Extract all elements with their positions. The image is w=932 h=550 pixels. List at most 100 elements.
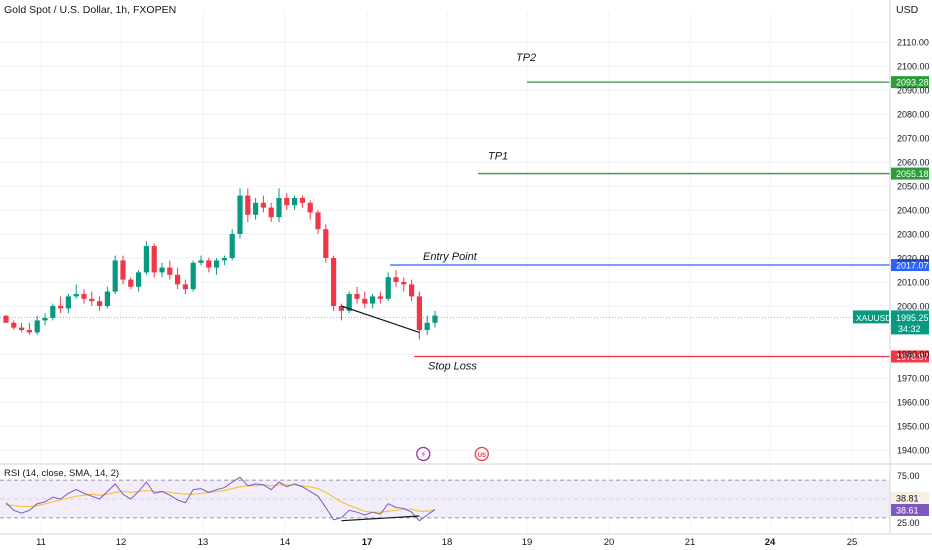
- last-price-tag: [891, 310, 929, 335]
- candle-body: [229, 234, 235, 258]
- candle-body: [65, 296, 71, 309]
- candle-body: [268, 207, 274, 218]
- y-tick-label: 2030.00: [897, 230, 930, 240]
- candle-body: [276, 198, 282, 218]
- candle-body: [97, 301, 103, 306]
- y-tick-label: 1980.00: [897, 350, 930, 360]
- candle-body: [245, 195, 251, 215]
- y-tick-label: 2100.00: [897, 62, 930, 72]
- candle-body: [120, 260, 126, 280]
- candle-body: [377, 296, 383, 299]
- candle-body: [26, 330, 32, 333]
- candle-body: [50, 306, 56, 318]
- candle-body: [299, 198, 305, 203]
- y-tick-label: 2070.00: [897, 134, 930, 144]
- y-tick-label: 1960.00: [897, 398, 930, 408]
- candle-body: [151, 246, 157, 273]
- rsi-title: RSI (14, close, SMA, 14, 2): [4, 468, 119, 479]
- x-tick-label: 18: [442, 537, 453, 548]
- y-tick-label: 2040.00: [897, 206, 930, 216]
- candle-body: [206, 260, 212, 268]
- x-tick-label: 21: [685, 537, 696, 548]
- level-label: TP1: [488, 151, 508, 163]
- candle-body: [370, 296, 376, 304]
- chart-grid: [0, 12, 890, 532]
- price-tag: [891, 259, 929, 272]
- rsi-ma-value-tag: [891, 504, 929, 516]
- candle-body: [89, 298, 95, 302]
- x-tick-label: 20: [604, 537, 615, 548]
- candle-body: [323, 229, 329, 258]
- price-tag-label: 2055.18: [896, 169, 929, 179]
- countdown-label: 34:32: [898, 324, 921, 334]
- candle-body: [253, 202, 259, 215]
- y-tick-label: 2020.00: [897, 254, 930, 264]
- price-candles: [3, 188, 438, 340]
- candle-body: [143, 246, 149, 273]
- x-tick-label: 11: [36, 537, 46, 548]
- price-tag: [891, 350, 929, 363]
- candle-body: [19, 327, 25, 330]
- x-tick-label: 17: [362, 537, 373, 548]
- candle-body: [136, 272, 142, 287]
- candle-body: [362, 298, 368, 304]
- y-tick-label: 2000.00: [897, 302, 930, 312]
- symbol-tag: [853, 310, 889, 324]
- candle-body: [11, 322, 17, 328]
- x-tick-label: 25: [847, 537, 858, 548]
- x-tick-label: 12: [116, 537, 127, 548]
- last-price-label: 1995.25: [896, 313, 929, 323]
- candle-body: [104, 291, 110, 306]
- candle-body: [292, 198, 298, 206]
- rsi-line: [5, 476, 436, 522]
- candle-body: [284, 198, 290, 206]
- candle-body: [409, 284, 415, 297]
- symbol-tag-label: XAUUSD: [856, 313, 891, 323]
- currency-label: USD: [896, 4, 919, 16]
- price-tag: [891, 76, 929, 89]
- candle-body: [331, 258, 337, 306]
- candle-body: [346, 294, 352, 311]
- candle-body: [112, 260, 118, 292]
- rsi-value-label: 38.81: [896, 494, 919, 504]
- candle-body: [34, 320, 40, 333]
- rsi-y-tick-label: 75.00: [897, 471, 920, 481]
- y-tick-label: 2060.00: [897, 158, 930, 168]
- candle-body: [190, 262, 196, 290]
- candle-body: [354, 294, 360, 299]
- candle-body: [385, 277, 391, 299]
- candle-body: [315, 212, 321, 230]
- candle-body: [81, 294, 87, 299]
- candle-body: [432, 315, 438, 323]
- y-tick-label: 1950.00: [897, 422, 930, 432]
- annotations: ⚡ US: [341, 305, 489, 462]
- candle-body: [214, 260, 220, 268]
- candle-body: [175, 274, 181, 285]
- candle-body: [237, 195, 243, 234]
- chart-title: Gold Spot / U.S. Dollar, 1h, FXOPEN: [4, 4, 176, 16]
- rsi-value-tag: [891, 492, 929, 504]
- candle-body: [416, 296, 422, 330]
- candle-body: [401, 282, 407, 285]
- candle-body: [198, 260, 204, 263]
- dividend-event-icon: [416, 446, 431, 462]
- candle-body: [221, 258, 227, 261]
- candle-body: [307, 202, 313, 213]
- candle-body: [260, 202, 266, 208]
- trade-levels: TP2 2093.28 TP1 2055.18 Entry Point 2017.07 St…: [0, 52, 929, 372]
- y-tick-label: 2110.00: [897, 38, 929, 48]
- price-tag-label: 2017.07: [896, 261, 929, 271]
- level-label: Stop Loss: [428, 360, 477, 372]
- candle-body: [167, 267, 173, 275]
- rsi-ma-line: [5, 484, 436, 513]
- economic-event-glyph: US: [478, 453, 486, 459]
- y-tick-label: 2010.00: [897, 278, 930, 288]
- level-label: Entry Point: [423, 251, 478, 263]
- candle-body: [182, 284, 188, 290]
- y-tick-label: 2090.00: [897, 86, 930, 96]
- x-tick-label: 13: [198, 537, 209, 548]
- rsi-divergence-line: [341, 515, 420, 522]
- y-tick-label: 2080.00: [897, 110, 930, 120]
